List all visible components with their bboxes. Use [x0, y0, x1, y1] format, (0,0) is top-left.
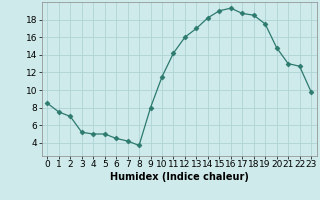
X-axis label: Humidex (Indice chaleur): Humidex (Indice chaleur) — [110, 172, 249, 182]
